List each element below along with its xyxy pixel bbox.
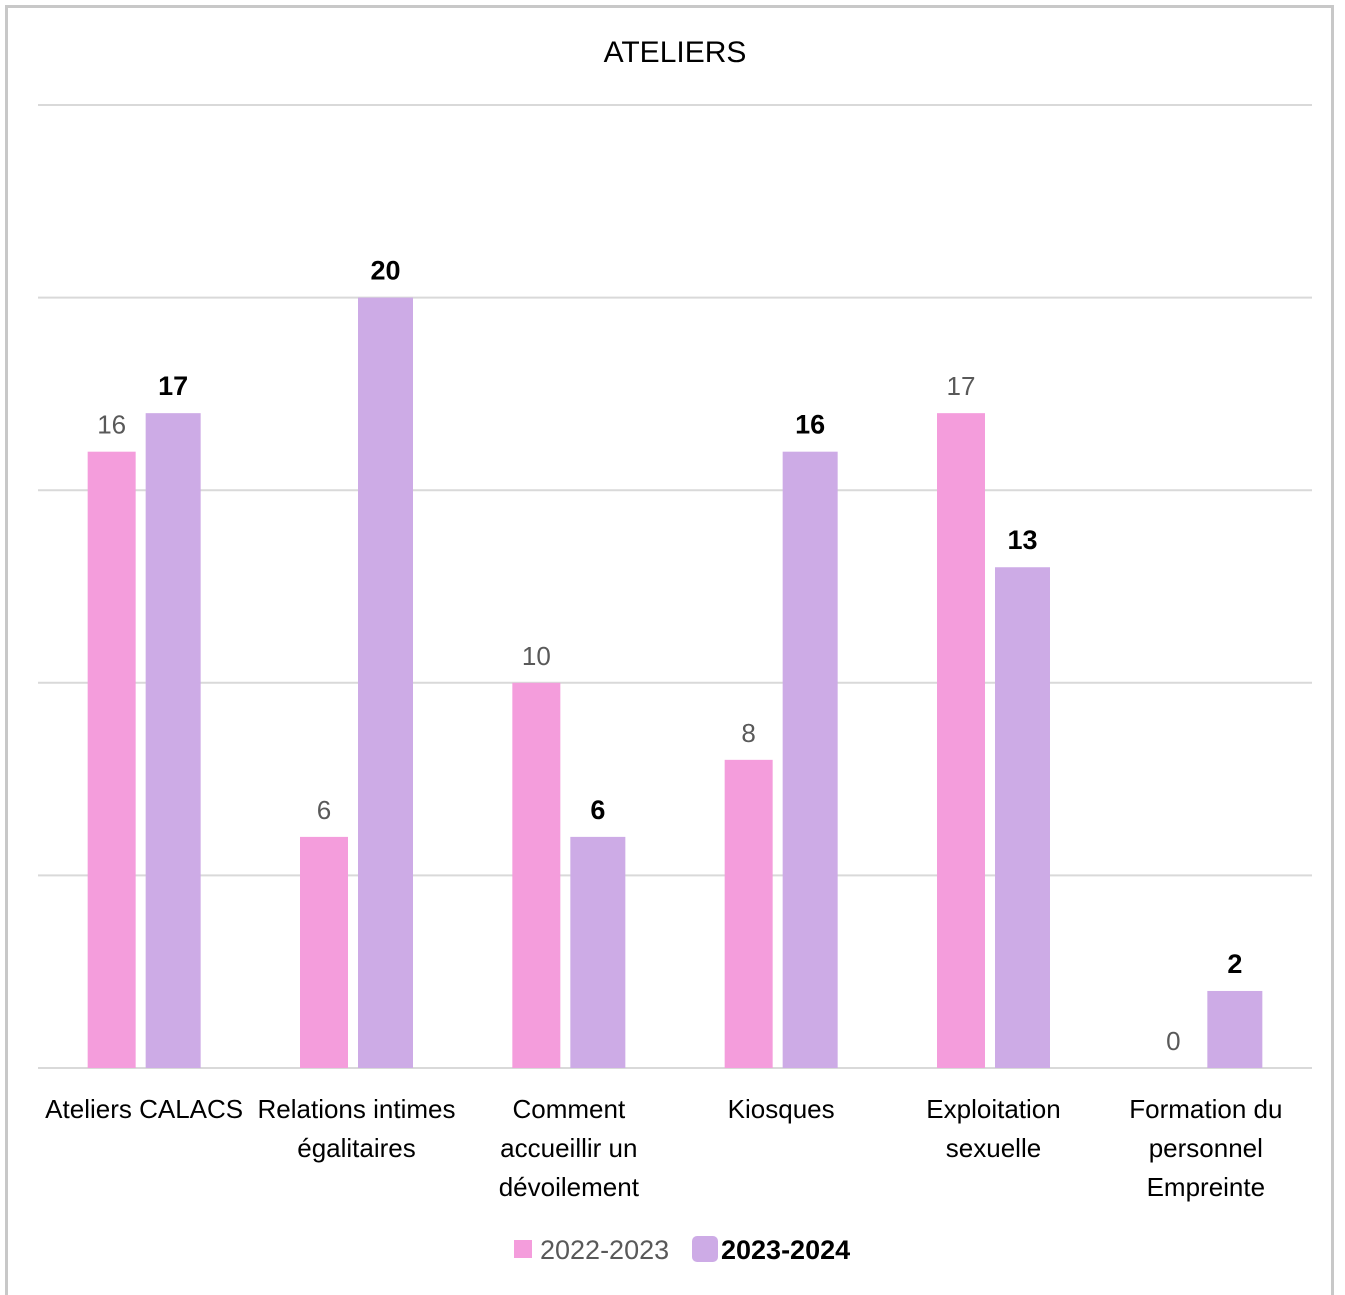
bar-2023-2024-1: [358, 297, 413, 1069]
data-label-2023-2024-4: 13: [1007, 525, 1037, 555]
bar-2022-2023-2: [512, 682, 561, 1068]
legend-label-2022-2023: 2022-2023: [540, 1235, 669, 1265]
bar-2022-2023-3: [724, 759, 773, 1068]
bar-2023-2024-4: [995, 567, 1050, 1068]
bar-2022-2023-0: [87, 451, 136, 1068]
data-label-2022-2023-4: 17: [947, 371, 976, 401]
data-label-2023-2024-5: 2: [1227, 949, 1242, 979]
data-label-2022-2023-0: 16: [97, 410, 126, 440]
bar-2022-2023-1: [300, 836, 348, 1068]
data-label-2023-2024-1: 20: [370, 256, 400, 286]
legend-swatch-2022-2023: [514, 1240, 532, 1258]
data-label-2022-2023-3: 8: [741, 718, 755, 748]
category-label-3: Kiosques: [728, 1094, 835, 1124]
bar-2023-2024-5: [1207, 990, 1263, 1068]
data-label-2023-2024-3: 16: [795, 410, 825, 440]
data-label-2023-2024-0: 17: [158, 371, 188, 401]
bar-2023-2024-2: [570, 836, 626, 1068]
legend-label-2023-2024: 2023-2024: [721, 1235, 850, 1265]
chart-title: ATELIERS: [604, 36, 747, 69]
category-label-0: Ateliers CALACS: [45, 1094, 243, 1124]
bar-2023-2024-3: [782, 451, 838, 1068]
bar-2023-2024-0: [145, 413, 201, 1068]
legend: 2022-2023 2023-2024: [514, 1235, 850, 1265]
gridlines: [38, 104, 1312, 1069]
data-labels: 16 17 6 20 10 6 8 16 17 13 0 2: [97, 256, 1242, 1056]
bar-2022-2023-4: [937, 413, 985, 1068]
category-label-4: Exploitation sexuelle: [926, 1094, 1060, 1163]
legend-swatch-2023-2024: [692, 1236, 718, 1262]
data-label-2022-2023-1: 6: [317, 795, 331, 825]
category-label-2: Comment accueillir un dévoilement: [499, 1094, 640, 1202]
data-label-2022-2023-2: 10: [522, 641, 551, 671]
category-labels: Ateliers CALACS Relations intimes égalitai…: [45, 1094, 1282, 1202]
chart-frame: [5, 5, 1334, 1295]
data-label-2023-2024-2: 6: [590, 795, 605, 825]
category-label-1: Relations intimes égalitaires: [258, 1094, 456, 1163]
data-label-2022-2023-5: 0: [1166, 1026, 1180, 1056]
bars: [87, 297, 1263, 1069]
category-label-5: Formation du personnel Empreinte: [1129, 1094, 1282, 1202]
